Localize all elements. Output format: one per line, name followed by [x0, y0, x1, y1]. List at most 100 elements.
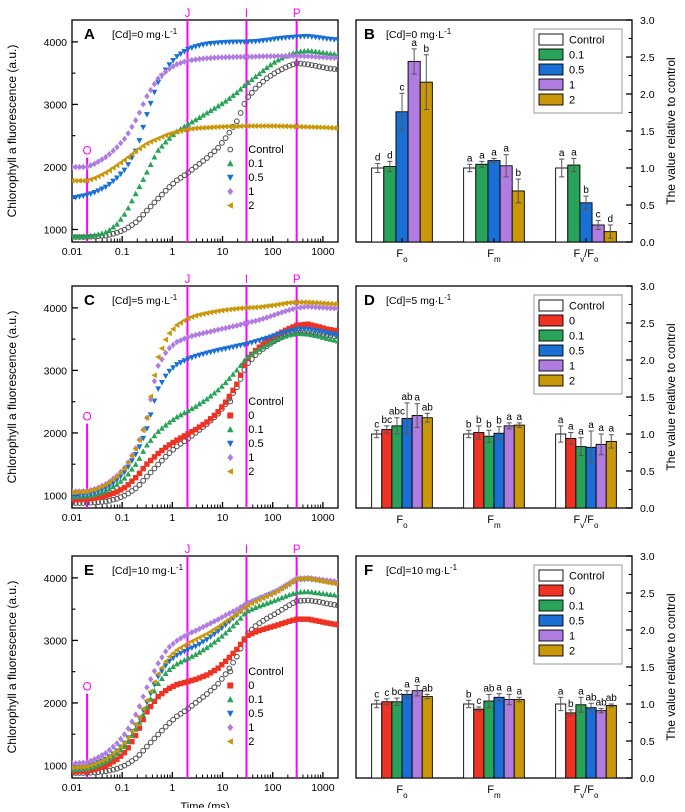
bar: [503, 425, 515, 509]
legend-label: 0: [569, 316, 575, 328]
bar: [411, 690, 423, 779]
legend-label: Control: [248, 666, 283, 678]
y-tick-label: 4000: [44, 37, 68, 49]
y-tick-label: 2.5: [640, 588, 655, 600]
bar: [473, 708, 485, 779]
x-tick-label: 0.01: [62, 246, 83, 258]
bar: [487, 160, 501, 243]
legend-label: 2: [569, 95, 575, 107]
y-tick-label: 3.0: [640, 551, 655, 563]
legend-label: 2: [248, 466, 254, 478]
significance-letter: ab: [422, 402, 434, 413]
legend-swatch: [538, 584, 564, 597]
legend-swatch: [538, 314, 564, 327]
significance-letter: b: [424, 44, 430, 55]
y-tick-label: 4000: [44, 573, 68, 585]
bar: [395, 111, 409, 243]
y-tick-label: 1000: [44, 490, 68, 502]
legend-label: 2: [248, 736, 254, 748]
bar-group: a a b c d: [555, 147, 617, 243]
ojip-label-O: O: [83, 682, 92, 694]
y-tick-label: 3.0: [640, 281, 655, 293]
legend-swatch: [538, 644, 564, 657]
panel-letter: D: [364, 292, 375, 309]
significance-letter: a: [517, 686, 523, 697]
significance-letter: ab: [596, 697, 608, 708]
significance-letter: b: [466, 689, 472, 700]
y-axis-title: Chlorophyll a fluorescence (a.u.): [5, 581, 19, 754]
ojip-label-O: O: [83, 412, 92, 424]
ojip-label-J: J: [185, 544, 191, 556]
significance-letter: a: [578, 427, 584, 438]
y-tick-label: 2000: [44, 162, 68, 174]
significance-letter: d: [608, 214, 614, 225]
panel-row-3: 1000 2000 3000 4000 0.01 0.1 1 10 100 1000 O J I P Con…: [0, 540, 685, 808]
bar-group: c c bca aab: [371, 675, 433, 779]
y-tick-label: 0.5: [640, 736, 655, 748]
significance-letter: a: [503, 144, 509, 155]
legend-swatch: [538, 359, 564, 372]
significance-letter: a: [479, 150, 485, 161]
panel-condition: [Cd]=5 mg·L-1: [112, 293, 178, 308]
bar: [567, 164, 581, 243]
significance-letter: a: [414, 393, 420, 404]
legend-label: 0: [248, 410, 254, 422]
legend-label: 0.5: [248, 172, 263, 184]
bar: [407, 60, 421, 243]
panel-row-1: 1000 2000 3000 4000 0.01 0.1 1 10 100 1000 O J I P Con…: [0, 4, 685, 266]
y-tick-label: 1.5: [640, 392, 655, 404]
y-tick-label: 2.0: [640, 625, 655, 637]
x-tick-label: 100: [264, 246, 282, 258]
y-tick-label: 2.5: [640, 318, 655, 330]
panel-condition: [Cd]=0 mg·L-1: [112, 27, 178, 42]
y-tick-label: 3000: [44, 635, 68, 647]
legend-label: 1: [248, 452, 254, 464]
bar-group-label: Fm: [487, 514, 501, 530]
bar: [555, 167, 569, 243]
series-0: [72, 616, 338, 775]
legend-label: Control: [248, 144, 283, 156]
significance-letter: b: [466, 419, 472, 430]
x-tick-label: 1000: [311, 782, 335, 794]
legend-swatch: [538, 329, 564, 342]
significance-letter: bc: [382, 415, 393, 426]
bar: [463, 167, 477, 243]
bar: [475, 163, 489, 243]
plot-frame: [71, 285, 339, 509]
y-tick-label: 2.5: [640, 52, 655, 64]
x-tick-label: 1: [169, 512, 175, 524]
x-tick-label: 1000: [311, 246, 335, 258]
x-tick-label: 10: [217, 782, 229, 794]
x-tick-label: 100: [264, 782, 282, 794]
significance-letter: ab: [401, 392, 413, 403]
panel-letter: C: [84, 292, 95, 309]
significance-letter: a: [517, 412, 523, 423]
significance-letter: c: [400, 82, 405, 93]
x-tick-label: 0.1: [115, 512, 130, 524]
bar: [371, 703, 383, 779]
bar: [575, 704, 587, 779]
y-tick-label: 1.5: [640, 662, 655, 674]
bar-group-label: Fo: [396, 248, 408, 264]
legend-label: 0: [569, 586, 575, 598]
significance-letter: c: [384, 688, 389, 699]
y-axis-title: Chlorophyll a fluorescence (a.u.): [5, 45, 19, 218]
ojip-label-I: I: [245, 544, 248, 556]
bar-group-label: Fo: [396, 784, 408, 800]
bar: [513, 424, 525, 509]
significance-letter: b: [583, 185, 589, 196]
bar-group: d d c ab: [371, 38, 433, 243]
significance-letter: b: [496, 416, 502, 427]
panel-letter: B: [364, 26, 375, 43]
panel-condition: [Cd]=10 mg·L-1: [112, 563, 184, 578]
legend-label: 0.5: [569, 346, 584, 358]
significance-letter: abc: [389, 407, 405, 418]
legend-label: 0.1: [248, 424, 263, 436]
y-tick-label: 1.0: [640, 429, 655, 441]
